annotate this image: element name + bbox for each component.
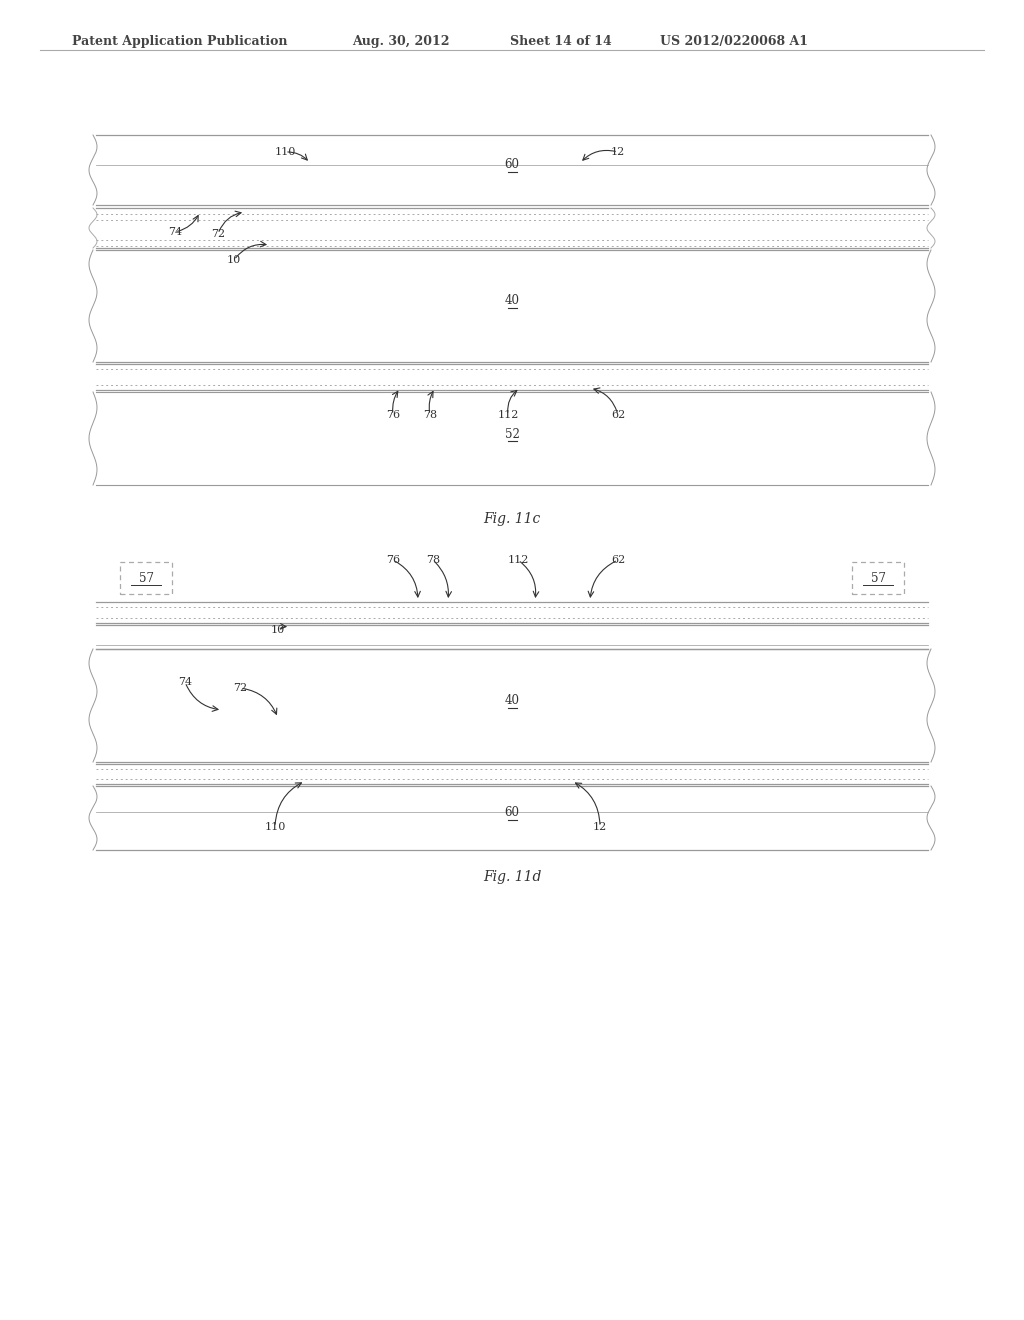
Text: Patent Application Publication: Patent Application Publication bbox=[72, 36, 288, 48]
Text: 10: 10 bbox=[271, 624, 285, 635]
Text: 12: 12 bbox=[611, 147, 625, 157]
Text: 10: 10 bbox=[227, 255, 241, 265]
Text: 110: 110 bbox=[274, 147, 296, 157]
Text: 60: 60 bbox=[505, 158, 519, 172]
Text: 78: 78 bbox=[423, 411, 437, 420]
Text: Fig. 11d: Fig. 11d bbox=[482, 870, 542, 884]
Text: 57: 57 bbox=[870, 572, 886, 585]
Text: 76: 76 bbox=[386, 554, 400, 565]
Text: 112: 112 bbox=[498, 411, 519, 420]
Text: 112: 112 bbox=[507, 554, 528, 565]
Text: 76: 76 bbox=[386, 411, 400, 420]
Text: 40: 40 bbox=[505, 694, 519, 708]
Text: 62: 62 bbox=[611, 554, 625, 565]
Text: 72: 72 bbox=[232, 682, 247, 693]
Text: 74: 74 bbox=[178, 677, 193, 686]
Text: Fig. 11c: Fig. 11c bbox=[483, 512, 541, 525]
Text: Sheet 14 of 14: Sheet 14 of 14 bbox=[510, 36, 611, 48]
Text: 12: 12 bbox=[593, 822, 607, 832]
Text: 74: 74 bbox=[168, 227, 182, 238]
Text: 110: 110 bbox=[264, 822, 286, 832]
Text: 40: 40 bbox=[505, 294, 519, 308]
Text: 62: 62 bbox=[611, 411, 625, 420]
Text: 72: 72 bbox=[211, 228, 225, 239]
Text: US 2012/0220068 A1: US 2012/0220068 A1 bbox=[660, 36, 808, 48]
FancyBboxPatch shape bbox=[120, 562, 172, 594]
Text: 52: 52 bbox=[505, 428, 519, 441]
Text: 78: 78 bbox=[426, 554, 440, 565]
FancyBboxPatch shape bbox=[852, 562, 904, 594]
Text: 57: 57 bbox=[138, 572, 154, 585]
Text: Aug. 30, 2012: Aug. 30, 2012 bbox=[352, 36, 450, 48]
Text: 60: 60 bbox=[505, 807, 519, 820]
